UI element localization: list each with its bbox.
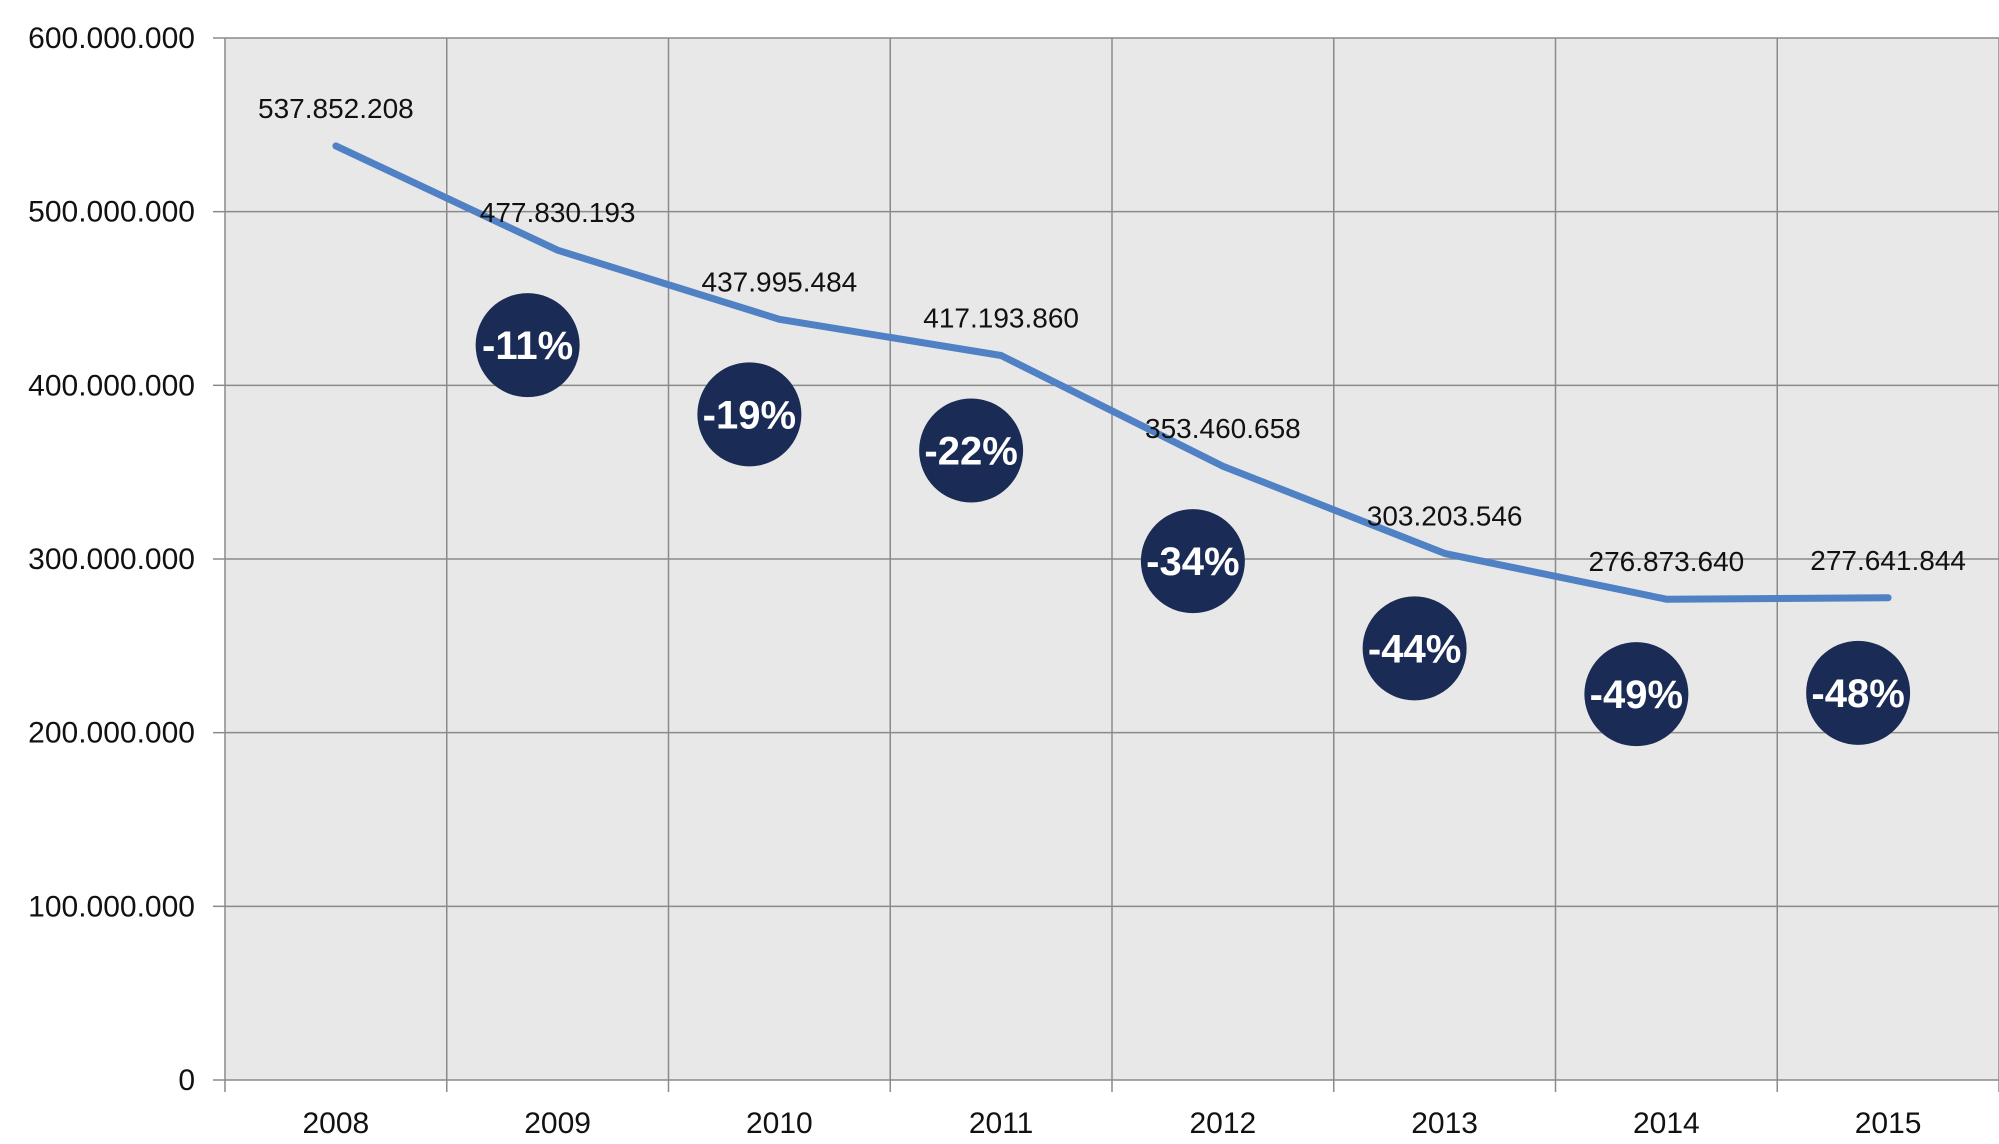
data-label: 276.873.640 [1589,546,1745,577]
change-badge-label: -11% [482,324,573,368]
data-label: 277.641.844 [1810,545,1966,576]
change-badge-label: -22% [924,429,1017,473]
change-badge: -48% [1806,640,1911,745]
change-badge: -34% [1140,509,1245,614]
change-badge-circle [1362,596,1467,701]
change-badge: -11% [475,293,580,398]
x-tick-label: 2008 [303,1107,370,1140]
data-label: 437.995.484 [702,266,858,297]
change-badge: -49% [1584,642,1689,747]
change-badge-circle [475,293,580,398]
x-tick-label: 2009 [524,1107,591,1140]
data-labels: 537.852.208 477.830.193 437.995.484 417.193… [258,93,1966,577]
x-tick-label: 2010 [746,1107,813,1140]
y-tick-label: 100.000.000 [28,890,195,923]
change-badge-label: -34% [1146,540,1239,584]
y-axis: 0 100.000.000 200.000.000 300.000.000 400.00… [28,22,225,1097]
x-tick-label: 2013 [1411,1107,1478,1140]
change-badge-circle [919,398,1024,503]
change-badges: -11% -19% -22% -34% -44% -49% -48% [475,293,1911,747]
x-tick-label: 2011 [969,1107,1034,1140]
y-tick-label: 500.000.000 [28,196,195,229]
change-badge: -22% [919,398,1024,503]
change-badge-circle [1806,640,1911,745]
x-axis: 2008 2009 2010 2011 2012 2013 2014 2015 [303,1107,1922,1140]
data-label: 417.193.860 [923,302,1079,333]
series-line-group [332,142,1892,603]
x-tick-label: 2012 [1190,1107,1257,1140]
gridlines [224,37,1999,1092]
change-badge: -44% [1362,596,1467,701]
change-badge: -19% [697,362,802,467]
change-badge-circle [1140,509,1245,614]
data-label: 537.852.208 [258,93,414,124]
series-line [332,142,1892,603]
y-tick-label: 400.000.000 [28,369,195,402]
change-badge-label: -19% [703,393,796,437]
y-tick-label: 0 [178,1064,195,1097]
change-badge-label: -49% [1590,673,1683,717]
y-tick-label: 200.000.000 [28,717,195,750]
data-label: 353.460.658 [1145,413,1301,444]
change-badge-circle [697,362,802,467]
data-label: 477.830.193 [480,197,636,228]
change-badge-label: -44% [1368,627,1461,671]
y-tick-label: 300.000.000 [28,543,195,576]
y-tick-label: 600.000.000 [28,22,195,55]
data-label: 303.203.546 [1367,500,1523,531]
change-badge-label: -48% [1811,672,1904,716]
x-tick-label: 2014 [1633,1107,1700,1140]
change-badge-circle [1584,642,1689,747]
x-tick-label: 2015 [1855,1107,1922,1140]
